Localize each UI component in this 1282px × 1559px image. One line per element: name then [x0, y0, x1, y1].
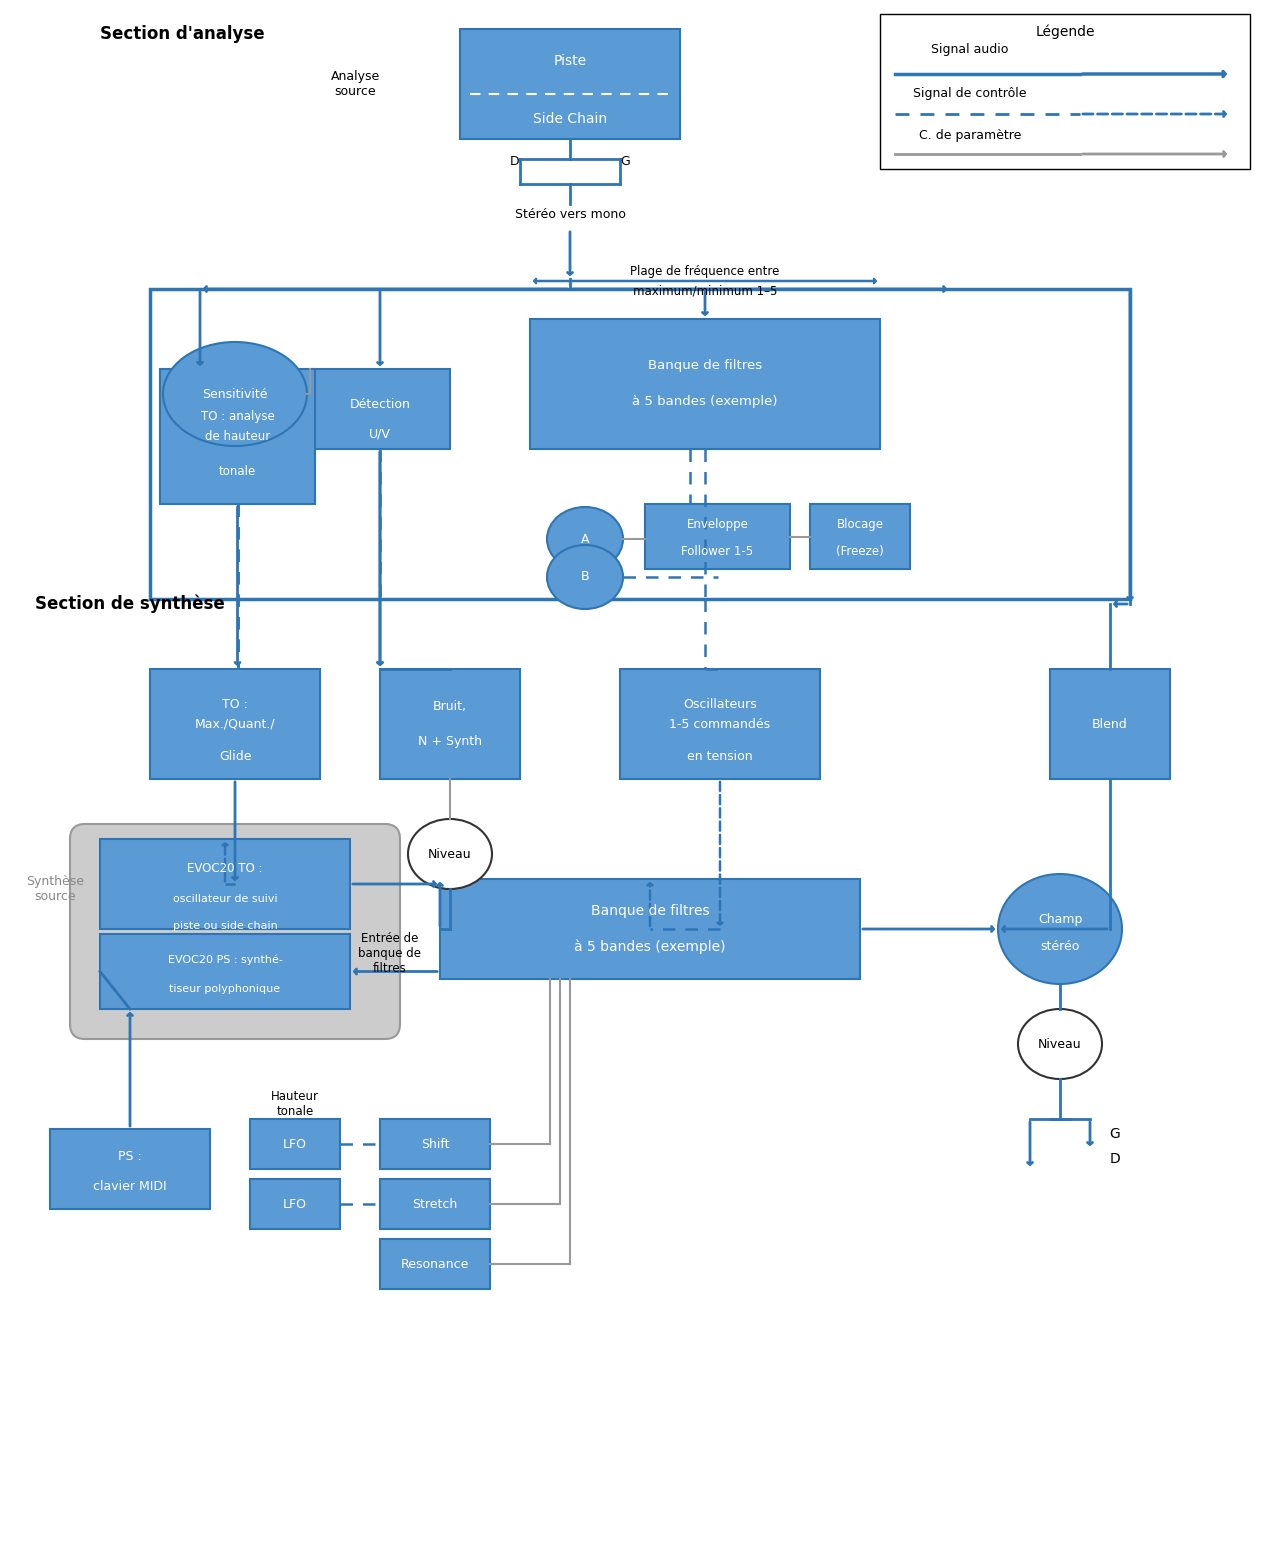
Text: TO : analyse: TO : analyse — [200, 410, 274, 422]
Text: Enveloppe: Enveloppe — [687, 518, 749, 532]
Text: Shift: Shift — [420, 1138, 449, 1151]
Text: C. de paramètre: C. de paramètre — [919, 129, 1022, 142]
FancyBboxPatch shape — [379, 1239, 490, 1289]
FancyBboxPatch shape — [379, 1119, 490, 1169]
Text: Section de synthèse: Section de synthèse — [35, 594, 224, 613]
Text: Entrée de
banque de
filtres: Entrée de banque de filtres — [359, 932, 422, 976]
Text: oscillateur de suivi: oscillateur de suivi — [173, 893, 277, 904]
Text: U/V: U/V — [369, 427, 391, 441]
Text: Niveau: Niveau — [1038, 1037, 1082, 1051]
Text: Hauteur
tonale: Hauteur tonale — [271, 1090, 319, 1118]
Text: Glide: Glide — [219, 750, 251, 762]
Text: Détection: Détection — [350, 398, 410, 410]
Text: G: G — [1110, 1127, 1120, 1141]
Text: stéréo: stéréo — [1040, 940, 1079, 954]
Ellipse shape — [408, 818, 492, 889]
Text: à 5 bandes (exemple): à 5 bandes (exemple) — [574, 940, 726, 954]
Text: Champ: Champ — [1038, 912, 1082, 926]
Text: tiseur polyphonique: tiseur polyphonique — [169, 984, 281, 995]
Text: B: B — [581, 571, 590, 583]
FancyBboxPatch shape — [250, 1119, 340, 1169]
Text: Side Chain: Side Chain — [533, 112, 608, 126]
Text: maximum/minimum 1–5: maximum/minimum 1–5 — [633, 284, 777, 298]
Text: EVOC20 TO :: EVOC20 TO : — [187, 862, 263, 876]
Text: Follower 1-5: Follower 1-5 — [682, 546, 754, 558]
FancyBboxPatch shape — [879, 14, 1250, 168]
FancyBboxPatch shape — [100, 839, 350, 929]
FancyBboxPatch shape — [50, 1129, 210, 1208]
Text: tonale: tonale — [219, 465, 256, 479]
FancyBboxPatch shape — [379, 669, 520, 780]
Text: Signal audio: Signal audio — [931, 42, 1009, 56]
Text: Stéréo vers mono: Stéréo vers mono — [514, 207, 626, 220]
Text: LFO: LFO — [283, 1138, 306, 1151]
FancyBboxPatch shape — [150, 669, 320, 780]
Text: 1-5 commandés: 1-5 commandés — [669, 717, 770, 731]
Text: Signal de contrôle: Signal de contrôle — [913, 87, 1027, 100]
Text: Bruit,: Bruit, — [433, 700, 467, 712]
Text: G: G — [620, 154, 629, 167]
Text: clavier MIDI: clavier MIDI — [94, 1180, 167, 1194]
Text: PS :: PS : — [118, 1151, 142, 1163]
FancyBboxPatch shape — [150, 288, 1129, 599]
Text: Synthèse
source: Synthèse source — [26, 875, 85, 903]
Text: Niveau: Niveau — [428, 848, 472, 861]
Text: Banque de filtres: Banque de filtres — [647, 360, 762, 373]
Text: Piste: Piste — [554, 55, 587, 69]
Text: TO :: TO : — [222, 697, 247, 711]
FancyBboxPatch shape — [160, 369, 315, 504]
Text: Banque de filtres: Banque de filtres — [591, 904, 709, 918]
FancyBboxPatch shape — [810, 504, 910, 569]
Text: à 5 bandes (exemple): à 5 bandes (exemple) — [632, 396, 778, 408]
FancyBboxPatch shape — [529, 320, 879, 449]
Text: Blocage: Blocage — [836, 518, 883, 532]
Text: Sensitivité: Sensitivité — [203, 388, 268, 401]
FancyBboxPatch shape — [379, 1179, 490, 1228]
Ellipse shape — [163, 341, 306, 446]
Text: Stretch: Stretch — [413, 1197, 458, 1210]
Text: N + Synth: N + Synth — [418, 736, 482, 748]
FancyBboxPatch shape — [100, 934, 350, 1009]
Text: Oscillateurs: Oscillateurs — [683, 697, 756, 711]
Text: Blend: Blend — [1092, 717, 1128, 731]
Text: Max./Quant./: Max./Quant./ — [195, 717, 276, 731]
Text: en tension: en tension — [687, 750, 753, 762]
FancyBboxPatch shape — [1050, 669, 1170, 780]
Ellipse shape — [997, 875, 1122, 984]
Text: Section d'analyse: Section d'analyse — [100, 25, 264, 44]
FancyBboxPatch shape — [460, 30, 679, 139]
Text: LFO: LFO — [283, 1197, 306, 1210]
FancyBboxPatch shape — [645, 504, 790, 569]
Text: (Freeze): (Freeze) — [836, 546, 883, 558]
Ellipse shape — [547, 507, 623, 571]
FancyBboxPatch shape — [310, 369, 450, 449]
Text: Resonance: Resonance — [401, 1258, 469, 1271]
Text: A: A — [581, 533, 590, 546]
Text: EVOC20 PS : synthé-: EVOC20 PS : synthé- — [168, 954, 282, 965]
FancyBboxPatch shape — [620, 669, 820, 780]
FancyBboxPatch shape — [71, 825, 400, 1038]
Text: D: D — [510, 154, 519, 167]
FancyBboxPatch shape — [250, 1179, 340, 1228]
Text: Plage de fréquence entre: Plage de fréquence entre — [631, 265, 779, 278]
Text: Légende: Légende — [1036, 25, 1095, 39]
Ellipse shape — [1018, 1009, 1103, 1079]
Text: Analyse
source: Analyse source — [331, 70, 379, 98]
Text: piste ou side chain: piste ou side chain — [173, 921, 277, 931]
Text: D: D — [1110, 1152, 1120, 1166]
Ellipse shape — [547, 546, 623, 610]
FancyBboxPatch shape — [440, 879, 860, 979]
Text: de hauteur: de hauteur — [205, 430, 271, 443]
